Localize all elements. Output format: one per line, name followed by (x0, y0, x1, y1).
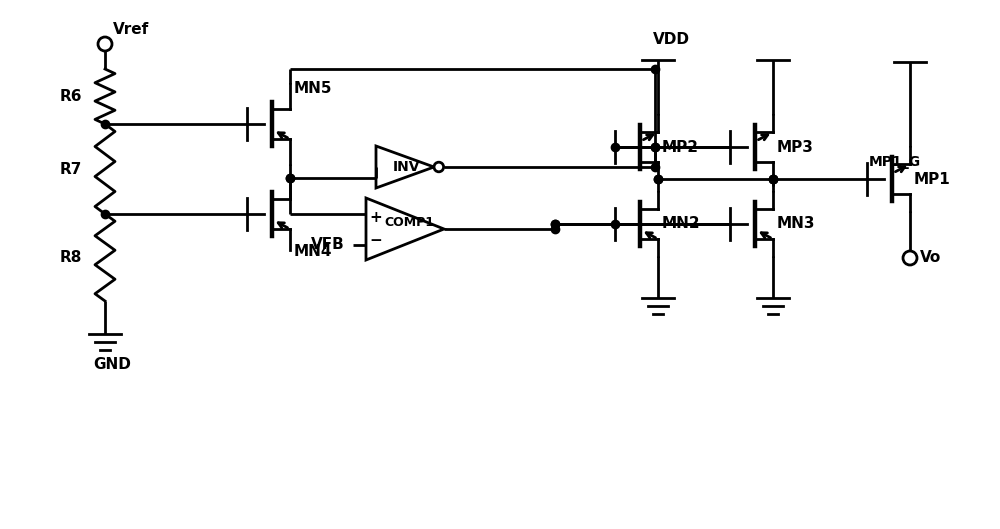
Text: INV: INV (393, 160, 421, 174)
Text: COMP1: COMP1 (384, 215, 434, 229)
Text: GND: GND (93, 357, 131, 372)
Text: MN5: MN5 (294, 81, 333, 96)
Text: +: + (370, 210, 382, 225)
Text: MP2: MP2 (662, 140, 699, 154)
Text: R6: R6 (60, 89, 82, 104)
Text: Vref: Vref (113, 22, 149, 37)
Text: MN3: MN3 (777, 216, 816, 232)
Text: MN2: MN2 (662, 216, 701, 232)
Text: R8: R8 (60, 250, 82, 265)
Text: MP3: MP3 (777, 140, 814, 154)
Text: −: − (370, 233, 382, 248)
Text: Vo: Vo (920, 251, 941, 266)
Text: VDD: VDD (653, 32, 690, 47)
Text: MP1: MP1 (914, 171, 951, 187)
Text: MP1_G: MP1_G (869, 155, 921, 169)
Text: MN4: MN4 (294, 244, 333, 259)
Text: VFB: VFB (311, 237, 345, 252)
Text: R7: R7 (60, 161, 82, 177)
